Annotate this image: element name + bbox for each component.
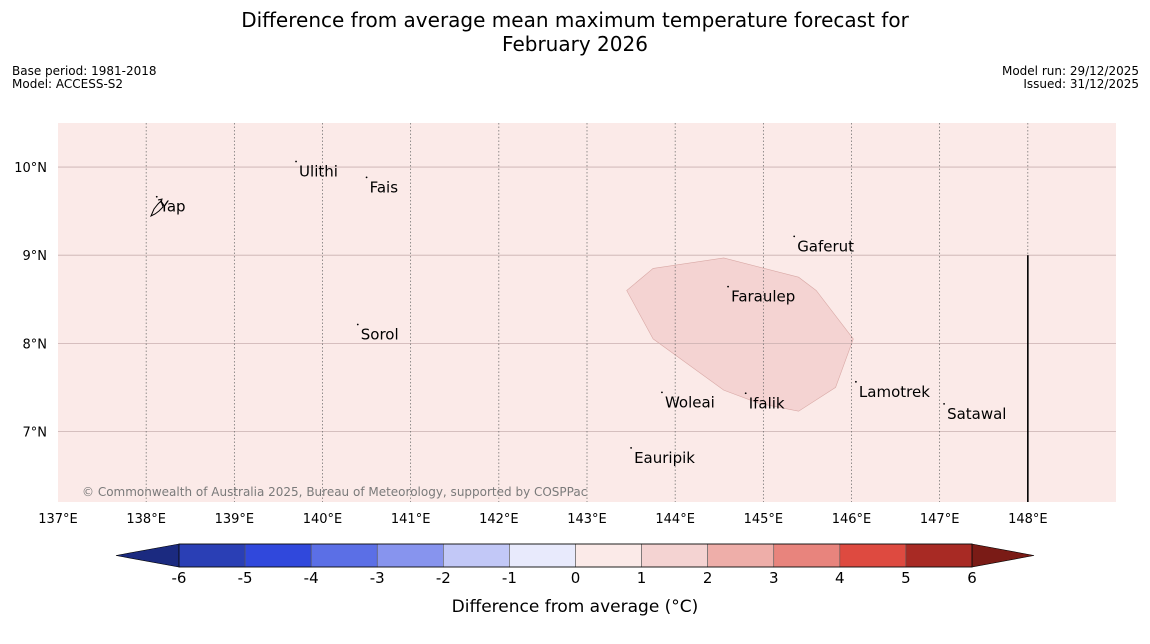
lat-label-9: 9°N [23, 249, 48, 264]
colorbar-over-arrow [971, 543, 1035, 568]
latitude-tick-labels: 10°N 9°N 8°N 7°N [14, 161, 47, 440]
chart-title: Difference from average mean maximum tem… [0, 8, 1150, 56]
lon-label-147: 147°E [920, 512, 960, 527]
island-label-sorol: Sorol [361, 326, 399, 344]
colorbar-bin-4-to-5 [839, 543, 907, 568]
lon-label-144: 144°E [655, 512, 695, 527]
issued-date: Issued: 31/12/2025 [1023, 77, 1139, 91]
colorbar-bin--1-to-0 [509, 543, 576, 568]
colorbar-bin-2-to-3 [707, 543, 775, 568]
colorbar-tick--3: -3 [370, 569, 385, 587]
island-label-ulithi: Ulithi [299, 162, 338, 180]
island-label-gaferut: Gaferut [797, 237, 854, 255]
lon-label-141: 141°E [391, 512, 431, 527]
colorbar-bin-1-to-2 [641, 543, 708, 568]
colorbar-tick-0: 0 [571, 569, 581, 587]
lat-label-8: 8°N [23, 337, 48, 352]
colorbar-bin--6-to--5 [178, 543, 246, 568]
island-label-woleai: Woleai [665, 393, 715, 411]
island-dot-gaferut [793, 235, 796, 238]
meta-right: Model run: 29/12/2025 Issued: 31/12/2025 [1002, 65, 1139, 91]
colorbar-tick--2: -2 [436, 569, 451, 587]
colorbar-tick-5: 5 [901, 569, 911, 587]
title-line-1: Difference from average mean maximum tem… [241, 8, 909, 32]
colorbar-tick--4: -4 [304, 569, 319, 587]
colorbar-bin--3-to--2 [376, 543, 444, 568]
colorbar-tick--1: -1 [502, 569, 517, 587]
colorbar-under-arrow [115, 543, 180, 568]
lon-label-139: 139°E [215, 512, 255, 527]
colorbar-tick-6: 6 [967, 569, 977, 587]
island-dot-eauripik [630, 447, 632, 449]
model-name: Model: ACCESS-S2 [12, 77, 124, 91]
island-dot-fais [365, 176, 368, 179]
island-label-eauripik: Eauripik [634, 449, 695, 467]
copyright-notice: © Commonwealth of Australia 2025, Bureau… [82, 485, 587, 499]
island-dot-lamotrek [855, 380, 857, 383]
colorbar-tick-3: 3 [769, 569, 779, 587]
anomaly-region-1-to-2 [626, 257, 854, 412]
island-dot-satawal [943, 402, 945, 405]
colorbar-tick--5: -5 [238, 569, 253, 587]
colorbar-tick--6: -6 [172, 569, 187, 587]
colorbar-tick-1: 1 [637, 569, 647, 587]
island-dot-ifalik [744, 392, 747, 395]
colorbar-bin--5-to--4 [244, 543, 312, 568]
lon-label-140: 140°E [303, 512, 343, 527]
title-line-2: February 2026 [502, 32, 648, 56]
island-label-satawal: Satawal [947, 405, 1006, 423]
colorbar-tick-2: 2 [703, 569, 713, 587]
meta-left: Base period: 1981-2018 Model: ACCESS-S2 [12, 65, 157, 91]
colorbar-outline [178, 543, 973, 568]
island-dot-yap [155, 195, 158, 198]
colorbar-bin--4-to--3 [310, 543, 378, 568]
lon-label-137: 137°E [38, 512, 78, 527]
island-labels: Yap Ulithi Fais Gaferut Faraulep Sorol Lamotre… [155, 160, 1006, 467]
island-label-fais: Fais [370, 178, 399, 196]
lon-label-146: 146°E [832, 512, 872, 527]
colorbar-bin-0-to-1 [575, 543, 642, 568]
lon-label-148: 148°E [1008, 512, 1048, 527]
island-label-lamotrek: Lamotrek [859, 383, 930, 401]
lon-label-138: 138°E [126, 512, 166, 527]
colorbar-bin--2-to--1 [443, 543, 510, 568]
longitude-tick-labels: 137°E 138°E 139°E 140°E 141°E 142°E 143°E 144°E… [38, 512, 1047, 527]
lat-label-10: 10°N [14, 161, 47, 176]
island-label-yap: Yap [159, 198, 186, 216]
island-dot-ulithi [295, 160, 297, 163]
colorbar-tick-4: 4 [835, 569, 845, 587]
lon-label-145: 145°E [744, 512, 784, 527]
yap-coastline [150, 198, 164, 218]
colorbar: -6 -5 -4 -3 -2 -1 0 1 2 3 4 5 6 [115, 543, 1035, 587]
base-period: Base period: 1981-2018 [12, 64, 157, 78]
model-run: Model run: 29/12/2025 [1001, 64, 1139, 78]
lat-label-7: 7°N [23, 425, 48, 440]
lon-label-143: 143°E [567, 512, 607, 527]
island-label-faraulep: Faraulep [731, 288, 795, 306]
island-dot-faraulep [727, 285, 729, 288]
colorbar-label: Difference from average (°C) [452, 597, 699, 617]
island-dot-woleai [661, 391, 663, 394]
colorbar-bin-3-to-4 [773, 543, 841, 568]
colorbar-bin-5-to-6 [905, 543, 973, 568]
island-label-ifalik: Ifalik [749, 394, 785, 412]
island-dot-sorol [356, 323, 359, 326]
lon-label-142: 142°E [479, 512, 519, 527]
